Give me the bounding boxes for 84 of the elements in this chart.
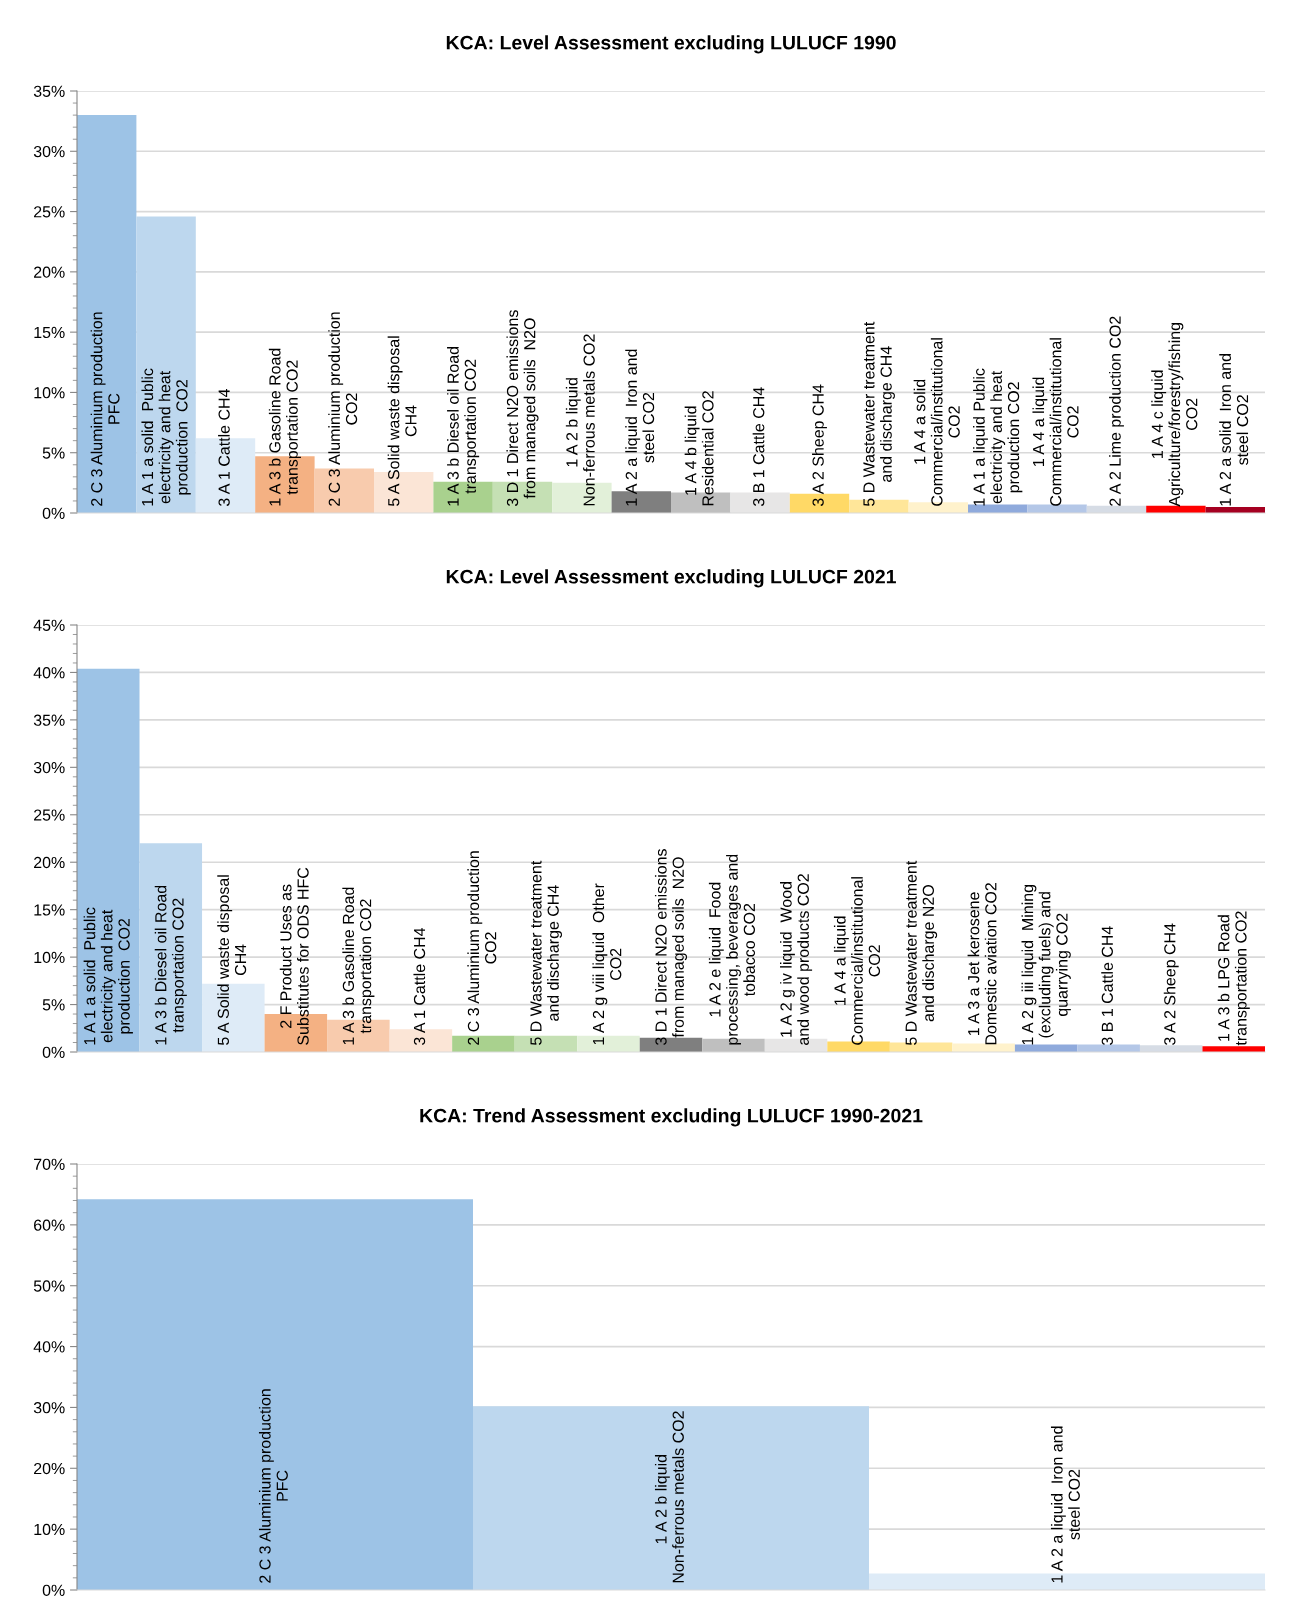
bar bbox=[139, 843, 203, 1052]
category-label: 1 A 4 a liquid Commercial/institutional CO2 bbox=[1032, 338, 1079, 506]
category-label: 3 D 1 Direct N2O emissions from managed soils N2O bbox=[654, 849, 688, 1045]
y-tick-label: 20% bbox=[34, 856, 65, 869]
category-label: 3 D 1 Direct N2O emissions from managed soils N2O bbox=[506, 310, 539, 507]
category-label: 2 C 3 Aluminium production CO2 bbox=[328, 312, 358, 506]
category-label: 3 A 1 Cattle CH4 bbox=[413, 927, 426, 1045]
bar bbox=[77, 668, 140, 1052]
y-tick-label: 30% bbox=[33, 145, 65, 158]
y-tick-label: 15% bbox=[34, 326, 65, 339]
y-tick-label: 15% bbox=[34, 904, 65, 916]
bar bbox=[77, 115, 137, 513]
category-label: 5 D Wastewater treatment and discharge CH4 bbox=[863, 321, 895, 507]
y-tick-label: 35% bbox=[33, 85, 65, 97]
category-label: 1 A 4 a liquid Commercial/institutional CO2 bbox=[833, 877, 881, 1045]
category-label: 1 A 2 g iii liquid Mining (excluding fuels) and quarrying CO2 bbox=[1021, 885, 1071, 1045]
category-label: 2 F Product Uses as Substitutes for ODS HFC bbox=[279, 867, 309, 1045]
category-label: 1 A 2 e liquid Food processing, beverages and tobacco CO2 bbox=[708, 854, 756, 1045]
category-label: 3 A 2 Sheep CH4 bbox=[1163, 923, 1179, 1045]
y-tick-label: 45% bbox=[33, 619, 65, 631]
y-tick-label: 40% bbox=[33, 1341, 65, 1353]
category-label: 3 B 1 Cattle CH4 bbox=[1101, 926, 1113, 1045]
category-label: 2 C 3 Aluminium production PFC bbox=[258, 1389, 288, 1583]
category-label: 2 C 3 Aluminium production PFC bbox=[90, 312, 120, 506]
y-tick-label: 10% bbox=[34, 951, 65, 964]
bar bbox=[314, 468, 374, 513]
category-label: 1 A 3 b Gasoline Road transportation CO2 bbox=[342, 887, 375, 1045]
chart-title: KCA: Level Assessment excluding LULUCF 1990 bbox=[446, 35, 896, 54]
bar bbox=[869, 1573, 1265, 1590]
y-tick-label: 10% bbox=[34, 1523, 65, 1536]
y-tick-label: 5% bbox=[42, 447, 65, 459]
category-label: 3 A 2 Sheep CH4 bbox=[812, 384, 827, 507]
bar bbox=[1014, 1044, 1078, 1052]
category-label: 1 A 1 a solid Public electricity and heat production CO2 bbox=[141, 368, 191, 506]
category-label: 5 A Solid waste disposal CH4 bbox=[217, 875, 247, 1045]
category-label: 1 A 2 a liquid Iron and steel CO2 bbox=[625, 349, 655, 506]
y-tick-label: 50% bbox=[33, 1280, 65, 1292]
y-tick-label: 0% bbox=[42, 1046, 65, 1058]
category-label: 1 A 2 b liquid Non-ferrous metals CO2 bbox=[654, 1411, 684, 1583]
y-tick-label: 0% bbox=[42, 1584, 65, 1596]
y-tick-label: 30% bbox=[33, 1402, 65, 1414]
category-label: 1 A 2 a solid Iron and steel CO2 bbox=[1219, 354, 1249, 506]
category-label: 2 C 3 Aluminium production CO2 bbox=[467, 851, 497, 1045]
bar bbox=[730, 492, 790, 513]
y-tick-label: 70% bbox=[34, 1158, 65, 1170]
category-label: 1 A 1 a liquid Public electricity and heat production CO2 bbox=[973, 368, 1023, 506]
category-label: 5 D Wastewater treatment and discharge N2O bbox=[905, 860, 938, 1045]
category-label: 1 A 2 g iv liquid Wood and wood products CO2 bbox=[780, 874, 813, 1045]
y-tick-label: 40% bbox=[33, 667, 65, 679]
y-tick-label: 10% bbox=[34, 387, 65, 399]
bar bbox=[1077, 1044, 1140, 1052]
y-tick-label: 35% bbox=[33, 714, 65, 726]
y-tick-label: 30% bbox=[33, 761, 65, 774]
bar bbox=[452, 1035, 515, 1052]
category-label: 3 A 1 Cattle CH4 bbox=[218, 389, 230, 507]
y-tick-label: 25% bbox=[34, 809, 65, 821]
bar bbox=[136, 216, 196, 513]
y-tick-label: 25% bbox=[34, 206, 65, 218]
bar bbox=[577, 1035, 640, 1052]
y-tick-label: 20% bbox=[34, 1462, 65, 1475]
category-label: 1 A 2 b liquid Non-ferrous metals CO2 bbox=[565, 334, 595, 506]
category-label: 1 A 4 a solid Commercial/institutional CO2 bbox=[913, 338, 960, 506]
category-label: 2 A 2 Lime production CO2 bbox=[1109, 316, 1124, 506]
category-label: 5 D Wastewater treatment and discharge CH4 bbox=[530, 860, 562, 1045]
category-label: 1 A 3 b Diesel oil Road transportation CO2 bbox=[447, 346, 480, 506]
category-label: 1 A 2 a liquid Iron and steel CO2 bbox=[1050, 1426, 1080, 1583]
bar bbox=[952, 1043, 1015, 1052]
category-label: 1 A 3 b LPG Road transportation CO2 bbox=[1217, 911, 1250, 1046]
y-tick-label: 0% bbox=[42, 507, 65, 519]
y-tick-label: 20% bbox=[34, 266, 65, 278]
category-label: 3 B 1 Cattle CH4 bbox=[752, 387, 765, 507]
y-tick-label: 60% bbox=[34, 1219, 65, 1231]
bar bbox=[202, 983, 265, 1052]
category-label: 1 A 4 b liquid Residential CO2 bbox=[684, 391, 714, 506]
chart-title: KCA: Level Assessment excluding LULUCF 2021 bbox=[446, 569, 896, 588]
category-label: 1 A 3 a Jet kerosene Domestic aviation CO2 bbox=[967, 883, 997, 1045]
category-label: 1 A 4 c liquid Agriculture/forestry/fishing CO2 bbox=[1151, 323, 1198, 507]
bar bbox=[473, 1406, 869, 1590]
category-label: 1 A 2 g viii liquid Other CO2 bbox=[592, 883, 622, 1045]
category-label: 1 A 1 a solid Public electricity and heat production CO2 bbox=[83, 907, 133, 1045]
chart-title: KCA: Trend Assessment excluding LULUCF 1990-2021 bbox=[420, 1108, 923, 1127]
y-tick-label: 5% bbox=[42, 999, 65, 1011]
bar bbox=[789, 493, 850, 513]
category-label: 5 A Solid waste disposal CH4 bbox=[387, 336, 417, 507]
